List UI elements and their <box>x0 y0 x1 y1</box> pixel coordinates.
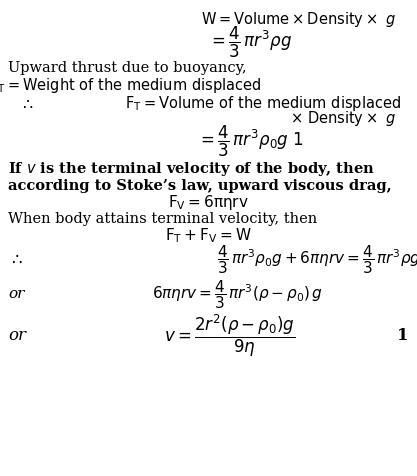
Text: $= \dfrac{4}{3}\,\pi r^3\rho g$: $= \dfrac{4}{3}\,\pi r^3\rho g$ <box>208 25 292 60</box>
Text: $6\pi\eta rv = \dfrac{4}{3}\,\pi r^3(\rho - \rho_0)\,g$: $6\pi\eta rv = \dfrac{4}{3}\,\pi r^3(\rh… <box>152 278 323 310</box>
Text: or: or <box>8 287 25 301</box>
Text: $\mathrm{W = Volume \times Density \times}\ \mathit{g}$: $\mathrm{W = Volume \times Density \time… <box>201 10 396 30</box>
Text: or: or <box>8 327 26 344</box>
Text: according to Stoke’s law, upward viscous drag,: according to Stoke’s law, upward viscous… <box>8 178 392 193</box>
Text: $\therefore$: $\therefore$ <box>8 251 23 268</box>
Text: When body attains terminal velocity, then: When body attains terminal velocity, the… <box>8 212 318 226</box>
Text: $\mathrm{\times\ Density \times}\ \mathit{g}$: $\mathrm{\times\ Density \times}\ \mathi… <box>290 109 396 128</box>
Text: $\dfrac{4}{3}\,\pi r^3\rho_0 g + 6\pi\eta rv = \dfrac{4}{3}\,\pi r^3\rho g$: $\dfrac{4}{3}\,\pi r^3\rho_0 g + 6\pi\et… <box>217 243 417 276</box>
Text: 1: 1 <box>397 327 409 344</box>
Text: $\mathrm{F_T = Volume\ of\ the\ medium\ displaced}$: $\mathrm{F_T = Volume\ of\ the\ medium\ … <box>125 94 401 113</box>
Text: $\mathrm{F_V = 6\pi\eta rv}$: $\mathrm{F_V = 6\pi\eta rv}$ <box>168 193 249 212</box>
Text: $v = \dfrac{2r^2(\rho-\rho_0)g}{9\eta}$: $v = \dfrac{2r^2(\rho-\rho_0)g}{9\eta}$ <box>163 312 295 359</box>
Text: $\mathrm{F_T + F_V = W}$: $\mathrm{F_T + F_V = W}$ <box>165 226 252 245</box>
Text: $= \dfrac{4}{3}\,\pi r^3\rho_0 g\ 1$: $= \dfrac{4}{3}\,\pi r^3\rho_0 g\ 1$ <box>197 124 304 159</box>
Text: $\therefore$: $\therefore$ <box>19 95 33 112</box>
Text: If $v$ is the terminal velocity of the body, then: If $v$ is the terminal velocity of the b… <box>8 160 375 178</box>
Text: $\mathrm{F_T = Weight\ of\ the\ medium\ displaced}$: $\mathrm{F_T = Weight\ of\ the\ medium\ … <box>0 76 261 95</box>
Text: Upward thrust due to buoyancy,: Upward thrust due to buoyancy, <box>8 60 247 75</box>
